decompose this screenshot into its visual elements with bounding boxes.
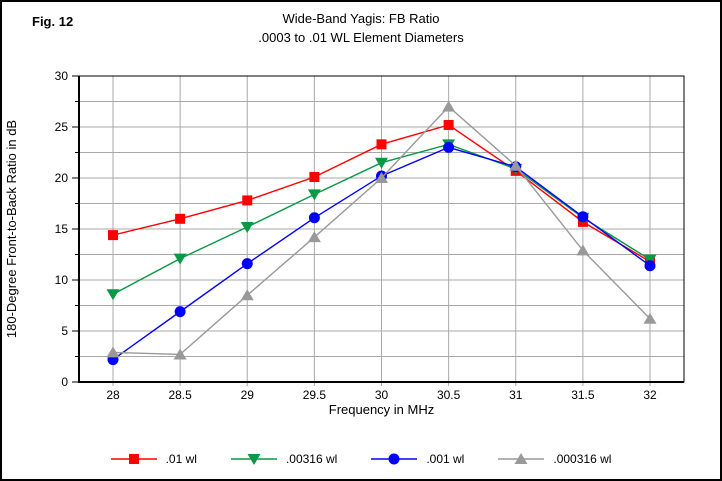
triangle-up-marker [509, 159, 523, 171]
x-tick-label: 31.5 [571, 388, 595, 402]
y-tick-label: 25 [55, 120, 69, 134]
legend-label: .01 wl [165, 452, 197, 466]
triangle-up-marker [307, 231, 321, 243]
triangle-up-marker [576, 244, 590, 256]
y-tick-label: 10 [55, 273, 69, 287]
triangle-up-marker [173, 348, 187, 360]
triangle-down-marker [240, 221, 254, 233]
legend-item--000316-wl: .000316 wl [498, 451, 611, 467]
x-tick-label: 28.5 [168, 388, 192, 402]
fb-ratio-line-chart: 28 28.5 29 29.5 30 30.5 31 31.5 32051015202530Fr… [4, 69, 685, 417]
x-tick-label: 30 [375, 388, 389, 402]
circle-marker [388, 453, 400, 465]
x-tick-label: 29 [241, 388, 255, 402]
chart-subtitle: .0003 to .01 WL Element Diameters [258, 30, 464, 45]
x-tick-label: 28 [106, 388, 120, 402]
series--000316-wl [106, 100, 657, 360]
x-axis-title: Frequency in MHz [329, 402, 434, 417]
chart-legend: .01 wl .00316 wl .001 wl .000316 wl [2, 446, 720, 472]
x-tick-label: 30.5 [437, 388, 461, 402]
legend-swatch-triangle-down-icon [230, 454, 277, 465]
legend-label: .000316 wl [553, 452, 612, 466]
triangle-down-marker [106, 289, 120, 301]
square-marker [108, 230, 118, 241]
y-tick-label: 30 [55, 69, 69, 83]
triangle-up-marker [240, 289, 254, 301]
triangle-down-marker [173, 253, 187, 265]
x-tick-label: 29.5 [303, 388, 327, 402]
triangle-up-marker [442, 100, 456, 112]
triangle-down-marker [247, 454, 261, 465]
legend-label: .00316 wl [285, 452, 338, 466]
y-tick-label: 5 [61, 324, 68, 338]
legend-swatch-triangle-up-icon [498, 453, 545, 464]
circle-marker [443, 141, 455, 153]
triangle-down-marker [375, 157, 388, 169]
chart-title: Wide-Band Yagis: FB Ratio [282, 11, 440, 26]
y-tick-label: 0 [61, 375, 68, 389]
legend-item--01-wl: .01 wl [110, 451, 197, 467]
triangle-up-marker [375, 172, 388, 183]
circle-marker [308, 212, 320, 224]
legend-swatch-circle-icon [371, 453, 418, 465]
square-marker [175, 213, 186, 224]
square-marker [128, 454, 139, 464]
tick-labels: 28 28.5 29 29.5 30 30.5 31 31.5 32 0 5 10 15 20 25 30 [55, 69, 657, 402]
x-tick-label: 32 [643, 388, 657, 402]
circle-marker [241, 258, 253, 270]
triangle-up-marker [643, 312, 657, 324]
circle-marker [644, 260, 656, 272]
legend-label: .001 wl [426, 452, 465, 466]
legend-item--001-wl: .001 wl [371, 451, 464, 467]
legend-swatch-square-icon [110, 454, 157, 464]
figure-number-label: Fig. 12 [32, 14, 74, 29]
square-marker [376, 139, 387, 150]
circle-marker [577, 211, 589, 223]
legend-item--00316-wl: .00316 wl [230, 451, 338, 467]
triangle-down-marker [307, 189, 321, 201]
triangle-down-marker [643, 254, 657, 266]
y-axis-title: 180-Degree Front-to-Back Ratio in dB [4, 120, 19, 338]
circle-marker [174, 306, 186, 318]
triangle-up-marker [106, 346, 120, 358]
square-marker [242, 195, 253, 206]
x-tick-label: 31 [509, 388, 523, 402]
triangle-up-marker [514, 453, 528, 464]
gridlines [79, 75, 684, 386]
square-marker [309, 171, 320, 182]
y-tick-label: 20 [55, 171, 69, 185]
square-marker [443, 119, 454, 130]
y-tick-label: 15 [55, 222, 69, 236]
axes [72, 75, 685, 383]
chart-titles: Wide-Band Yagis: FB Ratio .0003 to .01 W… [2, 9, 720, 47]
